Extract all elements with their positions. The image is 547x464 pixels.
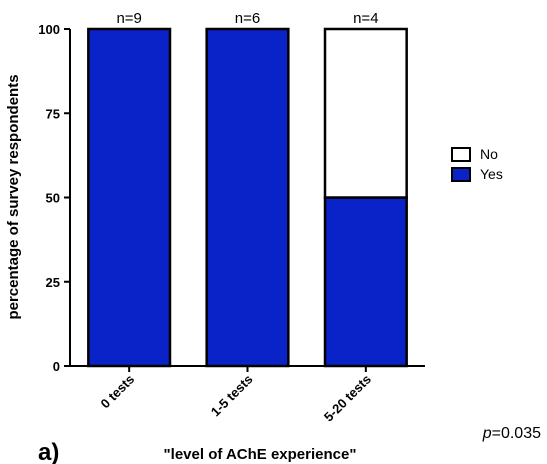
panel-label: a) [38, 439, 59, 464]
bar-annotation-1: n=9 [116, 10, 141, 27]
legend: No Yes [451, 146, 503, 182]
bar-yes-1 [87, 27, 172, 368]
p-symbol: p [482, 425, 492, 442]
x-tick-label-3: 5-20 tests [321, 372, 374, 425]
bar-annotation-2: n=6 [235, 10, 260, 27]
legend-swatch-no [451, 147, 471, 162]
legend-label-no: No [480, 146, 498, 162]
p-value: =0.035 [492, 425, 541, 442]
y-tick-label-100: 100 [38, 22, 60, 37]
bar-no-3 [323, 27, 408, 199]
y-axis-label: percentage of survey respondents [5, 74, 22, 319]
bar-annotation-3: n=4 [353, 10, 378, 27]
y-tick-label-0: 0 [53, 359, 60, 374]
legend-swatch-yes [451, 167, 471, 182]
p-value-label: p=0.035 [482, 425, 541, 442]
x-axis-label: "level of AChE experience" [164, 446, 357, 463]
bar-yes-3 [323, 196, 408, 368]
x-tick-label-1: 0 tests [98, 372, 138, 412]
y-tick-label-75: 75 [46, 106, 60, 121]
x-tick-label-2: 1-5 tests [208, 372, 256, 420]
bars-layer [87, 27, 408, 368]
y-tick-label-50: 50 [46, 191, 60, 206]
y-tick-label-25: 25 [46, 275, 60, 290]
legend-label-yes: Yes [480, 166, 503, 182]
axes-layer [64, 28, 425, 372]
bar-yes-2 [205, 27, 290, 368]
